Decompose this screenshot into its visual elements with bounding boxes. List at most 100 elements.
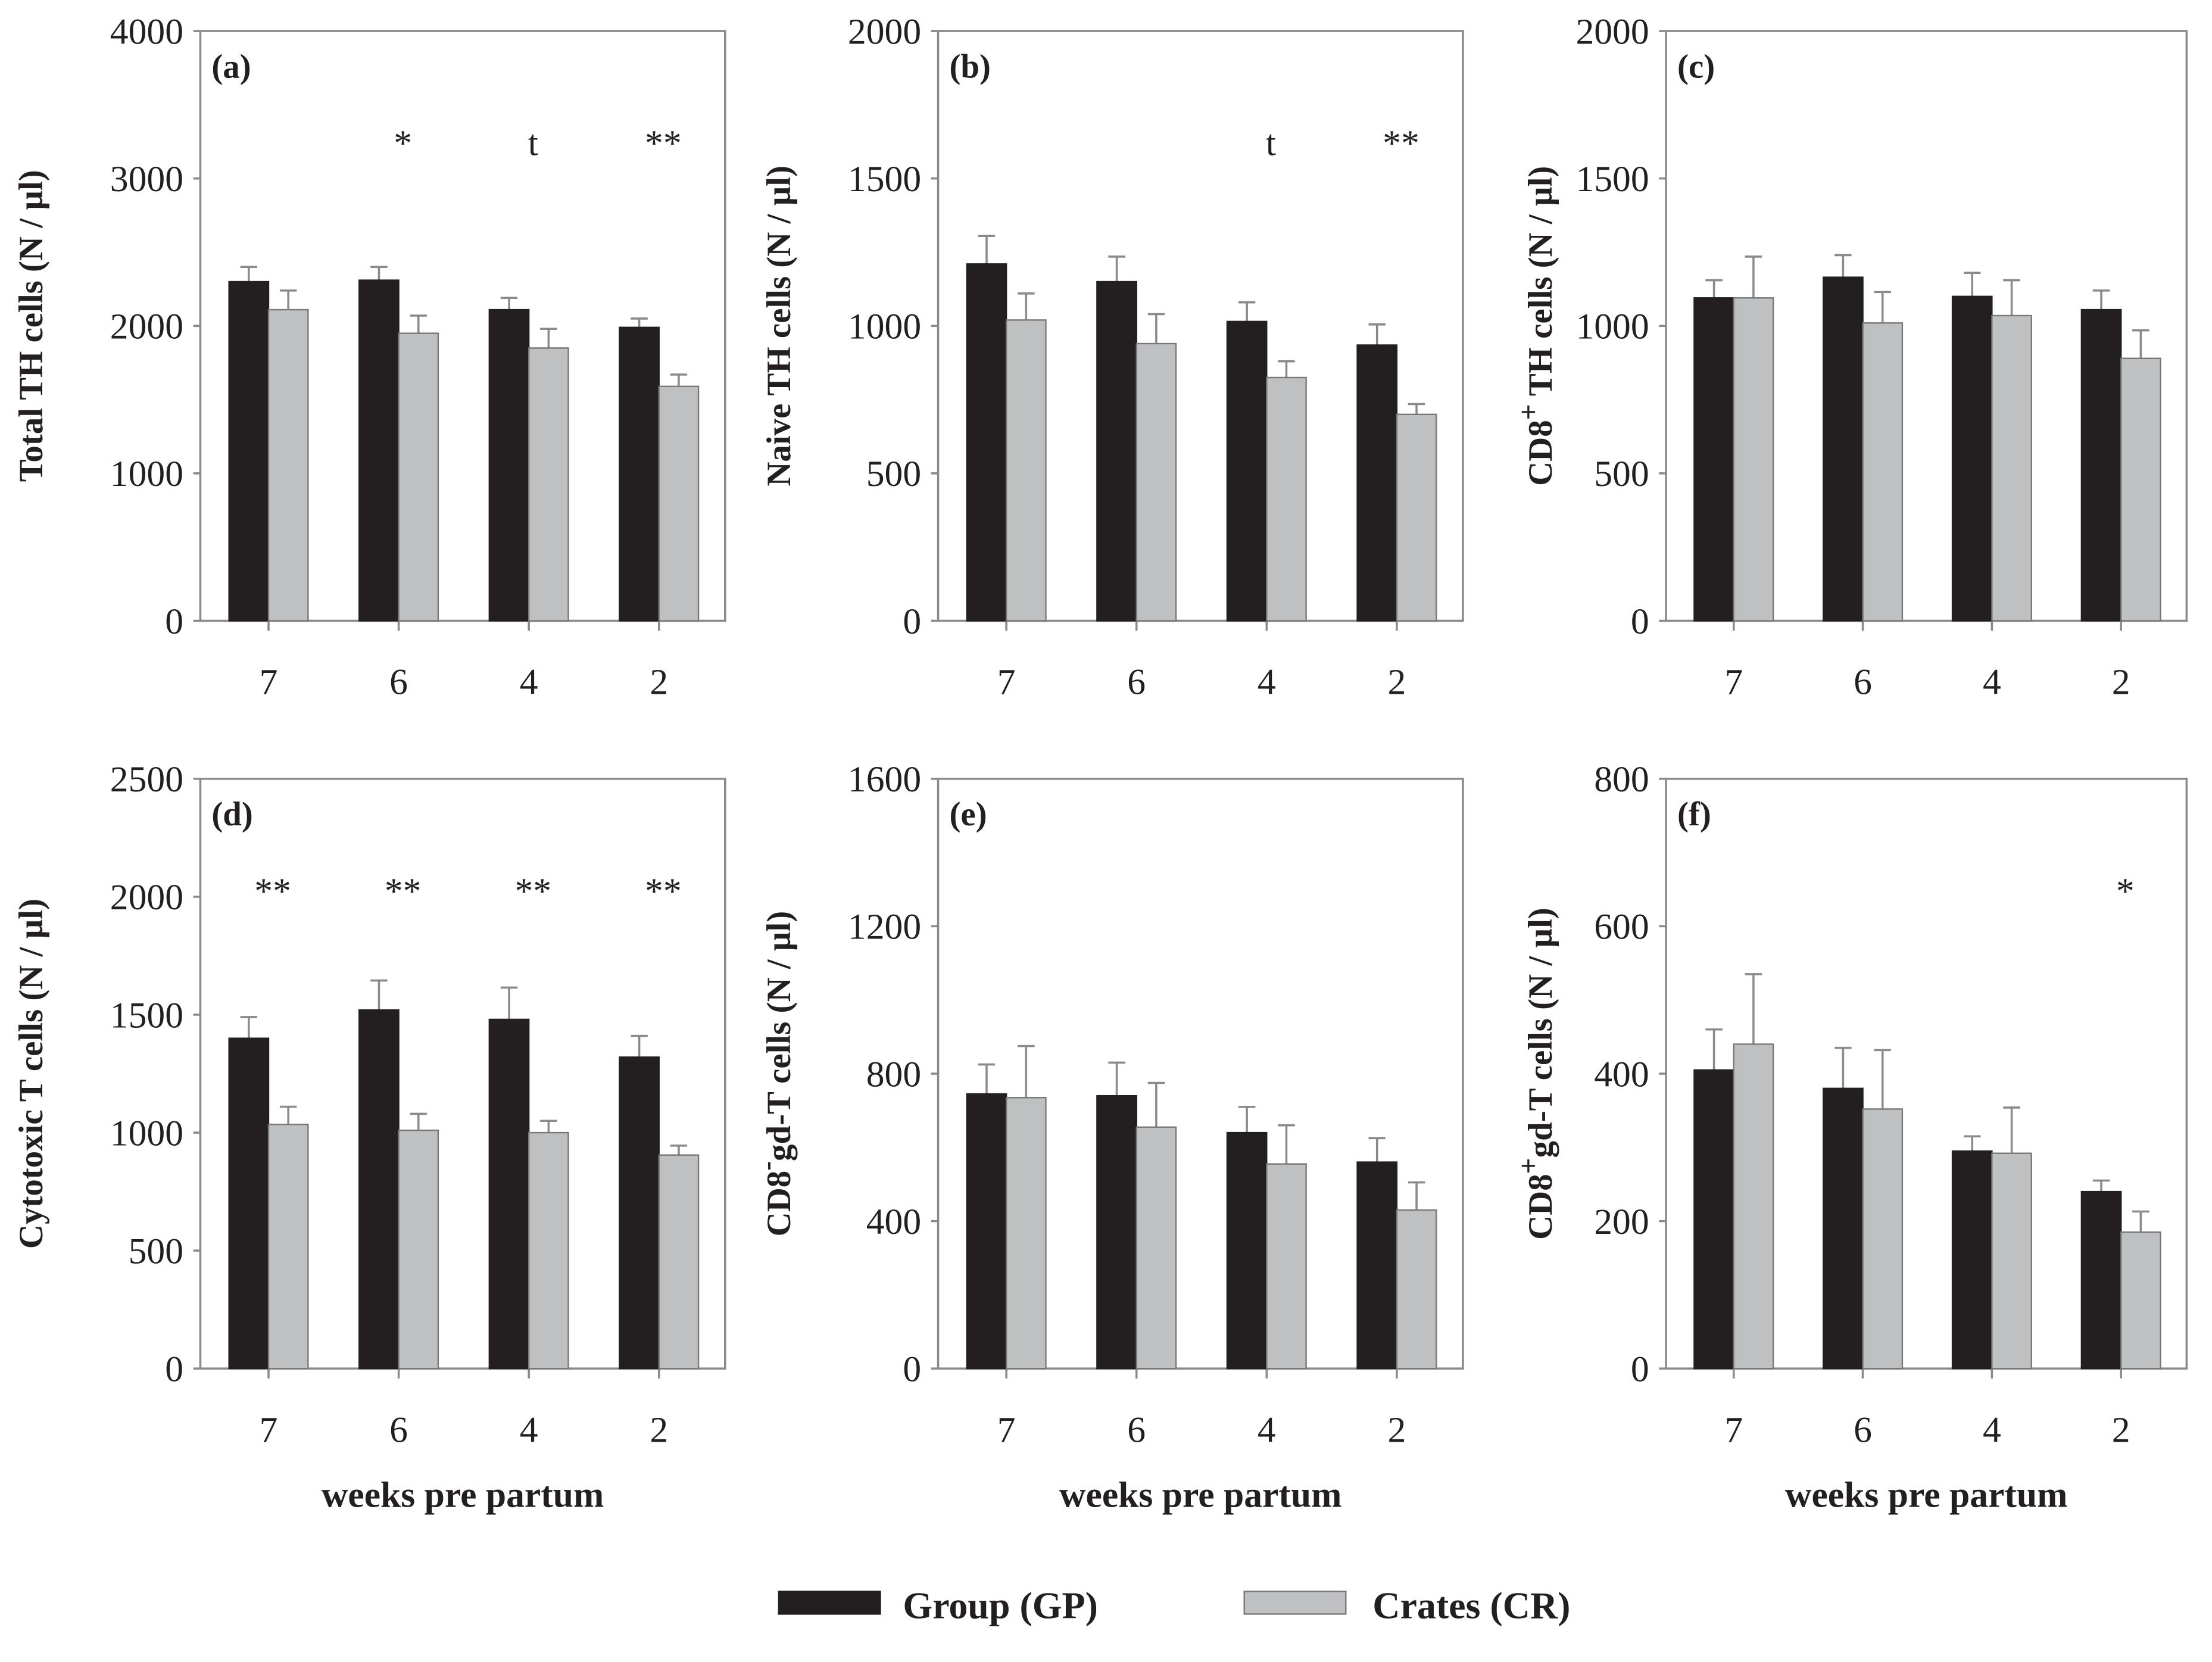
bar-group-week-6 <box>1096 280 1137 622</box>
y-axis-label-sup: + <box>1513 404 1544 420</box>
x-tick-label: 6 <box>1127 662 1146 703</box>
x-axis-label: weeks pre partum <box>1785 1474 2067 1515</box>
significance-mark: ** <box>645 123 682 164</box>
bar-crates-week-2 <box>658 385 700 622</box>
bar-crates-week-7 <box>1733 1043 1774 1370</box>
x-tick-label: 7 <box>1724 1410 1743 1450</box>
bar-group-week-2 <box>1356 1161 1398 1370</box>
y-tick-label: 1600 <box>848 759 921 800</box>
y-axis-label-rest: TH cells (N / µl) <box>1522 166 1559 404</box>
bar-crates-week-2 <box>1396 1209 1437 1370</box>
bar-group-week-2 <box>619 326 660 622</box>
bar-group-week-7 <box>1693 297 1734 622</box>
y-tick-label: 1200 <box>848 907 921 947</box>
x-tick-label: 4 <box>1258 1410 1276 1450</box>
y-axis-label-main: CD8 <box>1522 420 1559 486</box>
bar-group-week-4 <box>1951 1150 1993 1370</box>
panel-letter: (f) <box>1677 796 1711 833</box>
y-tick-label: 500 <box>129 1231 183 1271</box>
bar-group-week-7 <box>228 1037 270 1370</box>
bar-crates-week-6 <box>1862 1108 1904 1370</box>
y-axis-label-main: Total TH cells (N / µl) <box>13 170 50 482</box>
x-tick-label: 4 <box>1983 662 2001 703</box>
y-tick-label: 0 <box>165 1349 183 1390</box>
bar-crates-week-2 <box>658 1154 700 1370</box>
y-tick-label: 400 <box>866 1202 921 1242</box>
x-tick-label: 6 <box>1854 662 1872 703</box>
bar-group-week-6 <box>1096 1095 1137 1370</box>
x-tick-label: 4 <box>520 662 538 703</box>
legend-label: Group (GP) <box>903 1585 1098 1627</box>
y-axis-label: Cytotoxic T cells (N / µl) <box>13 899 50 1249</box>
bar-group-week-7 <box>1693 1069 1734 1370</box>
bar-crates-week-2 <box>2120 1231 2161 1370</box>
x-tick-label: 6 <box>1127 1410 1146 1450</box>
panel-d: 0 500 1000 1500 2000 2500 Cytotoxic T cells (N… <box>13 759 726 1515</box>
y-axis-label: CD8-gd-T cells (N / µl) <box>751 911 798 1237</box>
panel-b: 0 500 1000 1500 2000 Naive TH cells (N / µl) (… <box>760 11 1464 703</box>
bar-group-week-4 <box>1226 320 1268 622</box>
y-axis-label-main: Naive TH cells (N / µl) <box>760 166 798 487</box>
bar-group-week-2 <box>2080 1190 2122 1370</box>
panel-a: 0 1000 2000 3000 4000 Total TH cells (N / µl)… <box>13 11 726 703</box>
significance-mark: ** <box>1383 123 1419 164</box>
legend-label: Crates (CR) <box>1372 1585 1570 1627</box>
bar-crates-week-6 <box>1135 342 1177 622</box>
bar-group-week-7 <box>966 1093 1007 1370</box>
x-axis-label: weeks pre partum <box>1059 1474 1341 1515</box>
x-tick-label: 7 <box>1724 662 1743 703</box>
y-tick-label: 2000 <box>110 307 183 347</box>
panel-c: 0 500 1000 1500 2000 CD8+ TH cells (N / µl) (c… <box>1513 11 2188 703</box>
x-tick-label: 7 <box>997 1410 1016 1450</box>
y-tick-label: 3000 <box>110 159 183 199</box>
legend-swatch-group <box>778 1591 881 1615</box>
significance-mark: ** <box>645 871 682 911</box>
bar-group-week-7 <box>228 280 270 622</box>
y-tick-label: 0 <box>165 601 183 642</box>
y-tick-label: 2000 <box>110 877 183 918</box>
x-tick-label: 6 <box>389 662 408 703</box>
bar-group-week-6 <box>358 1009 400 1370</box>
legend-swatch-crates <box>1243 1591 1347 1615</box>
x-axis-label: weeks pre partum <box>322 1474 604 1515</box>
y-tick-label: 2000 <box>1575 11 1649 52</box>
bar-crates-week-6 <box>398 332 439 622</box>
y-axis-label-rest: gd-T cells (N / µl) <box>760 911 798 1161</box>
y-tick-label: 1500 <box>110 995 183 1036</box>
y-tick-label: 1500 <box>848 159 921 199</box>
bar-crates-week-4 <box>1991 1152 2032 1370</box>
bar-group-week-4 <box>1226 1131 1268 1370</box>
x-tick-label: 2 <box>2112 662 2130 703</box>
bar-group-week-6 <box>1823 1087 1864 1370</box>
x-tick-label: 7 <box>260 1410 278 1450</box>
bar-group-week-2 <box>1356 344 1398 622</box>
y-axis-label: CD8+gd-T cells (N / µl) <box>1513 908 1559 1240</box>
legend: Group (GP) Crates (CR) <box>778 1585 1570 1627</box>
y-axis-label-rest: gd-T cells (N / µl) <box>1522 908 1559 1158</box>
bar-crates-week-7 <box>1005 319 1047 622</box>
y-tick-label: 0 <box>903 1349 921 1390</box>
bar-crates-week-6 <box>1862 322 1904 622</box>
x-tick-label: 2 <box>650 662 668 703</box>
y-axis-label: Naive TH cells (N / µl) <box>760 166 798 487</box>
x-tick-label: 6 <box>389 1410 408 1450</box>
x-tick-label: 2 <box>1387 1410 1406 1450</box>
significance-mark: * <box>2116 871 2135 911</box>
bar-crates-week-7 <box>267 308 309 622</box>
y-tick-label: 400 <box>1594 1054 1649 1095</box>
y-axis-label: CD8+ TH cells (N / µl) <box>1513 166 1559 486</box>
panel-letter: (b) <box>950 48 991 85</box>
y-axis-label-main: Cytotoxic T cells (N / µl) <box>13 899 50 1249</box>
y-tick-label: 500 <box>1594 454 1649 494</box>
significance-mark: ** <box>385 871 422 911</box>
y-tick-label: 1000 <box>1575 307 1649 347</box>
panel-e: 0 400 800 1200 1600 CD8-gd-T cells (N / µl) (e… <box>751 759 1464 1515</box>
y-tick-label: 0 <box>903 601 921 642</box>
y-tick-label: 0 <box>1631 601 1649 642</box>
y-tick-label: 1000 <box>110 1113 183 1153</box>
x-tick-label: 6 <box>1854 1410 1872 1450</box>
x-tick-label: 7 <box>997 662 1016 703</box>
y-axis-label-main: CD8 <box>760 1171 798 1237</box>
panel-letter: (a) <box>211 48 251 85</box>
